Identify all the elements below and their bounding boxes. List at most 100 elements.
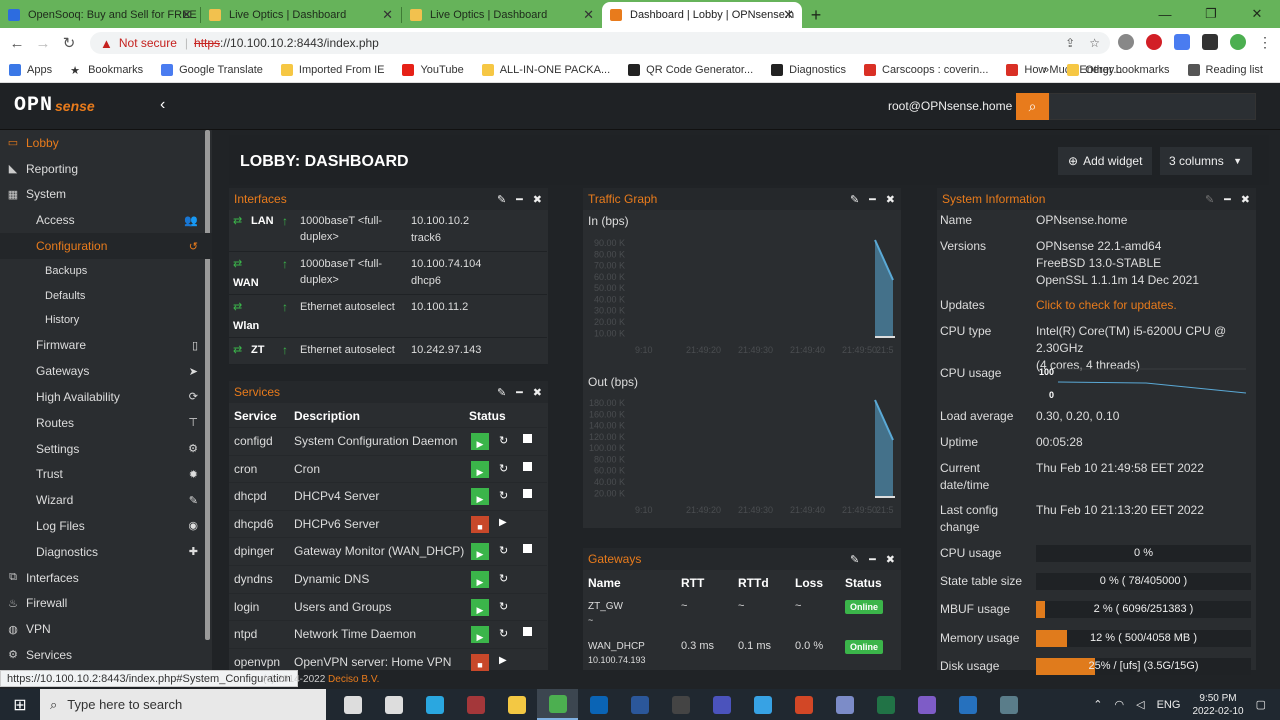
opnsense-logo[interactable]: OPN sense xyxy=(14,94,95,117)
notification-icon[interactable]: ▢ xyxy=(1255,699,1266,711)
powershell-icon[interactable] xyxy=(947,689,988,720)
user-menu[interactable]: root@OPNsense.home xyxy=(888,99,1013,113)
bookmark-item[interactable]: YouTube xyxy=(393,64,472,76)
browser-tab[interactable]: Live Optics | Dashboard ✕ xyxy=(402,2,602,28)
close-icon[interactable]: ✖ xyxy=(532,386,542,399)
bookmark-item[interactable]: QR Code Generator... xyxy=(619,64,762,76)
teams-icon[interactable] xyxy=(701,689,742,720)
browser-tab[interactable]: Live Optics | Dashboard ✕ xyxy=(201,2,401,28)
close-icon[interactable]: ✖ xyxy=(885,193,895,206)
stop-icon[interactable] xyxy=(523,544,532,554)
sidebar-item-access[interactable]: Access 👥 xyxy=(0,207,212,233)
interface-row[interactable]: ⇄ ZT ↑ Ethernet autoselect 10.242.97.143 xyxy=(229,339,547,365)
sidebar-item-trust[interactable]: Trust ✹ xyxy=(0,461,212,487)
stop-icon[interactable] xyxy=(523,461,532,471)
security-label[interactable]: Not secure xyxy=(118,36,177,50)
interface-row[interactable]: ⇄ LAN ↑ 1000baseT <full-duplex> 10.100.10.2 t… xyxy=(229,210,547,252)
opera-icon[interactable] xyxy=(1146,34,1162,50)
bookmark-item[interactable]: ALL-IN-ONE PACKA... xyxy=(473,64,619,76)
browser-tab[interactable]: Dashboard | Lobby | OPNsense.h ✕ xyxy=(602,2,802,28)
stop-icon[interactable] xyxy=(523,627,532,637)
app-icon[interactable] xyxy=(988,689,1029,720)
pencil-icon[interactable]: ✎ xyxy=(849,193,860,206)
widgets-icon[interactable] xyxy=(373,689,414,720)
minimize-button[interactable]: — xyxy=(1158,6,1172,22)
bookmark-item[interactable]: Apps xyxy=(0,64,61,76)
stop-icon[interactable] xyxy=(523,489,532,499)
start-icon[interactable]: ▶ xyxy=(499,516,507,528)
sidebar-item-system[interactable]: ▦ System xyxy=(0,182,212,208)
store-icon[interactable] xyxy=(742,689,783,720)
sidebar-item-history[interactable]: History xyxy=(0,308,212,333)
sidebar-item-backups[interactable]: Backups xyxy=(0,259,212,284)
sidebar-item-wizard[interactable]: Wizard ✎ xyxy=(0,487,212,513)
task-view-icon[interactable] xyxy=(332,689,373,720)
sidebar-item-firewall[interactable]: ♨ Firewall xyxy=(0,590,212,616)
pencil-icon[interactable]: ✎ xyxy=(849,553,860,566)
address-bar[interactable]: ▲ Not secure | https ://10.100.10.2:8443… xyxy=(90,32,1110,54)
restart-icon[interactable]: ↻ xyxy=(499,628,509,641)
interface-row[interactable]: ⇄ WAN ↑ 1000baseT <full-duplex> 10.100.74.10… xyxy=(229,253,547,295)
pencil-icon[interactable]: ✎ xyxy=(496,193,507,206)
bookmarks-more[interactable]: » xyxy=(1043,64,1050,76)
add-widget-button[interactable]: ⊕ Add widget xyxy=(1058,147,1153,175)
sidebar-item-high-availability[interactable]: High Availability ⟳ xyxy=(0,384,212,410)
windows-start-icon[interactable]: ⊞ xyxy=(13,696,27,714)
maximize-button[interactable]: ❐ xyxy=(1205,6,1217,21)
powerpoint-icon[interactable] xyxy=(783,689,824,720)
restart-icon[interactable]: ↻ xyxy=(499,573,509,585)
onenote-icon[interactable] xyxy=(906,689,947,720)
pencil-icon[interactable]: ✎ xyxy=(1204,193,1215,206)
collapse-sidebar-icon[interactable]: ‹ xyxy=(160,96,166,113)
star-icon[interactable]: ☆ xyxy=(1089,36,1100,50)
word-icon[interactable] xyxy=(619,689,660,720)
sidebar-item-lobby[interactable]: ▭ Lobby xyxy=(0,130,212,156)
close-tab-icon[interactable]: ✕ xyxy=(382,7,393,22)
excel-icon[interactable] xyxy=(865,689,906,720)
restart-icon[interactable]: ↻ xyxy=(499,462,509,475)
clock[interactable]: 9:50 PM 2022-02-10 xyxy=(1192,692,1244,717)
translate-icon[interactable] xyxy=(1174,34,1190,50)
close-tab-icon[interactable]: ✕ xyxy=(783,7,794,22)
sidebar-item-reporting[interactable]: ◣ Reporting xyxy=(0,156,212,182)
restart-icon[interactable]: ↻ xyxy=(499,600,509,613)
close-icon[interactable]: ✖ xyxy=(532,193,542,206)
minimize-icon[interactable]: ━ xyxy=(869,553,876,566)
volume-icon[interactable]: ◁ xyxy=(1136,699,1145,711)
close-icon[interactable]: ✖ xyxy=(1240,193,1250,206)
sidebar-scrollbar[interactable] xyxy=(205,130,210,640)
minimize-icon[interactable]: ━ xyxy=(869,193,876,206)
bookmark-item[interactable]: Carscoops : coverin... xyxy=(855,64,997,76)
chevron-up-icon[interactable]: ⌃ xyxy=(1093,699,1103,711)
start-icon[interactable]: ▶ xyxy=(499,654,507,666)
new-tab-button[interactable]: + xyxy=(810,4,822,25)
taskbar-search[interactable]: ⌕ Type here to search xyxy=(40,689,326,720)
network-tool-icon[interactable] xyxy=(824,689,865,720)
sidebar-item-defaults[interactable]: Defaults xyxy=(0,283,212,308)
sidebar-item-configuration[interactable]: Configuration ↺ xyxy=(0,233,212,259)
reload-icon[interactable]: ↻ xyxy=(62,35,76,52)
back-icon[interactable]: ← xyxy=(9,34,25,52)
menu-icon[interactable]: ⋮ xyxy=(1258,34,1272,50)
forward-icon[interactable]: → xyxy=(35,34,51,52)
interface-row[interactable]: ⇄ Wlan ↑ Ethernet autoselect 10.100.11.2 xyxy=(229,296,547,338)
search-button[interactable]: ⌕ xyxy=(1016,93,1049,120)
bookmark-item[interactable]: ★ Bookmarks xyxy=(61,64,152,77)
bookmark-item[interactable]: Imported From IE xyxy=(272,64,394,76)
stop-icon[interactable] xyxy=(523,434,532,443)
puzzle-icon[interactable] xyxy=(1202,34,1218,50)
language-indicator[interactable]: ENG xyxy=(1156,698,1181,711)
close-window-button[interactable]: ✕ xyxy=(1251,6,1263,21)
chrome-icon[interactable] xyxy=(537,689,578,720)
wifi-icon[interactable]: ◠ xyxy=(1114,699,1125,711)
close-tab-icon[interactable]: ✕ xyxy=(583,7,594,22)
footer-brand-link[interactable]: Deciso B.V. xyxy=(328,674,380,685)
reading-list[interactable]: Reading list xyxy=(1179,64,1272,76)
sidebar-item-diagnostics[interactable]: Diagnostics ✚ xyxy=(0,539,212,565)
minimize-icon[interactable]: ━ xyxy=(516,193,523,206)
file-explorer-icon[interactable] xyxy=(496,689,537,720)
restart-icon[interactable]: ↻ xyxy=(499,435,509,447)
terminal-icon[interactable] xyxy=(660,689,701,720)
other-bookmarks[interactable]: Other bookmarks xyxy=(1058,64,1178,76)
sidebar-item-services[interactable]: ⚙ Services xyxy=(0,642,212,668)
